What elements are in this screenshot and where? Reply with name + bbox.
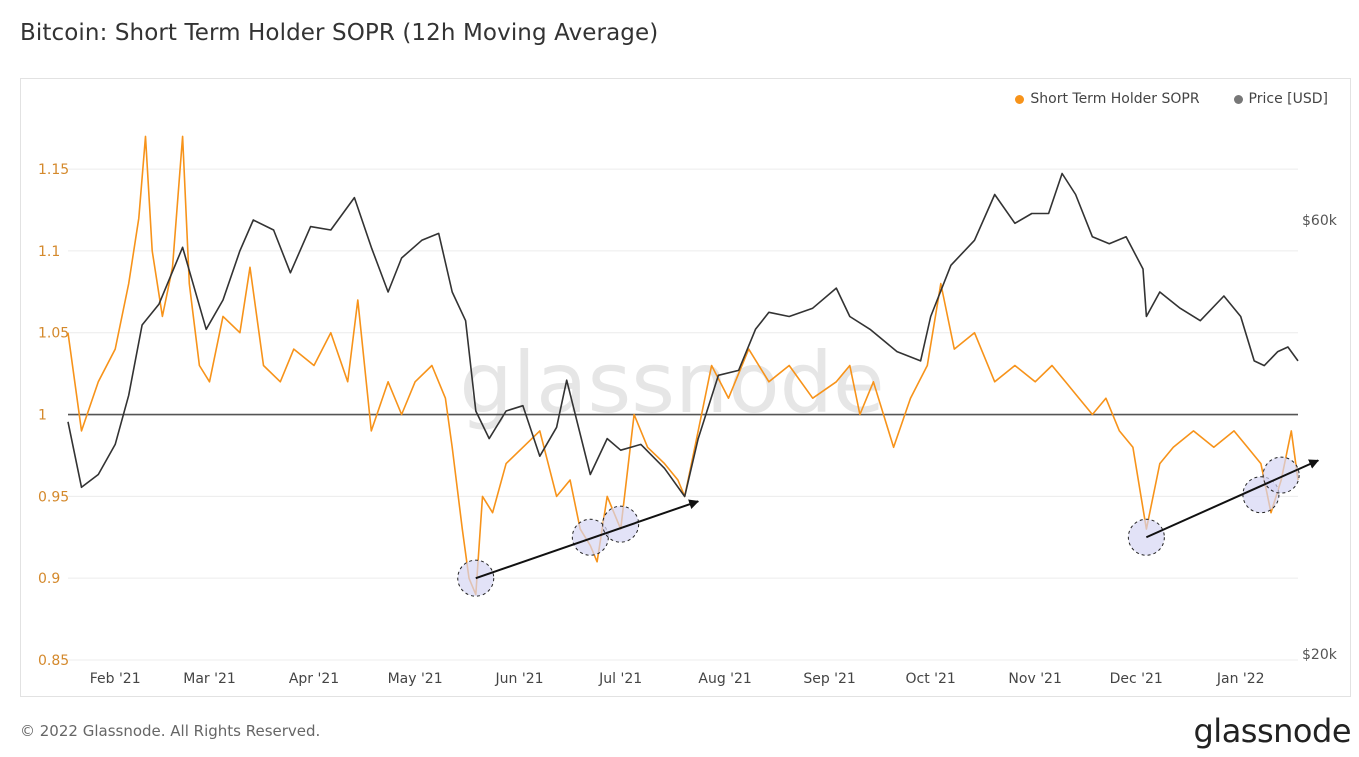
x-tick-label: Jan '22 <box>1216 671 1265 687</box>
chart-panel: Short Term Holder SOPR Price [USD] <box>20 78 1351 697</box>
x-tick-label: Dec '21 <box>1110 671 1163 687</box>
y-right-tick-label: $60k <box>1302 213 1338 229</box>
x-tick-label: Feb '21 <box>90 671 141 687</box>
x-tick-label: Jul '21 <box>598 671 642 687</box>
legend-item-sopr[interactable]: Short Term Holder SOPR <box>1015 91 1200 107</box>
y-left-tick-label: 0.9 <box>38 571 60 587</box>
legend-item-price[interactable]: Price [USD] <box>1233 91 1328 107</box>
axes-group: 0.85 0.9 0.95 1 1.05 1.1 1.15 $20k $60k Feb '21 Ma… <box>38 162 1338 687</box>
x-tick-label: Mar '21 <box>183 671 236 687</box>
y-left-tick-label: 1.15 <box>38 162 69 178</box>
y-left-tick-label: 1 <box>38 408 47 424</box>
chart-title: Bitcoin: Short Term Holder SOPR (12h Mov… <box>20 20 659 46</box>
x-tick-label: Oct '21 <box>906 671 956 687</box>
legend-label-sopr: Short Term Holder SOPR <box>1030 91 1200 107</box>
footer-copyright: © 2022 Glassnode. All Rights Reserved. <box>20 722 321 740</box>
price-line <box>67 172 1299 498</box>
watermark: glassnode <box>459 334 884 432</box>
y-right-tick-label: $20k <box>1302 647 1338 663</box>
x-tick-label: Aug '21 <box>698 671 751 687</box>
x-tick-label: Sep '21 <box>803 671 856 687</box>
footer-logo: glassnode <box>1193 712 1351 750</box>
y-left-tick-label: 0.85 <box>38 653 69 669</box>
annotations-group <box>457 456 1320 597</box>
annotation-arrow <box>475 499 700 580</box>
x-tick-label: Nov '21 <box>1008 671 1061 687</box>
legend-label-price: Price [USD] <box>1248 91 1328 107</box>
annotation-arrow <box>1145 459 1320 539</box>
legend-dot-price <box>1233 94 1243 104</box>
annotation-circle <box>1262 456 1300 494</box>
annotation-circle <box>602 505 640 543</box>
x-tick-label: Jun '21 <box>495 671 544 687</box>
y-left-tick-label: 1.05 <box>38 326 69 342</box>
y-left-tick-label: 0.95 <box>38 489 69 505</box>
x-tick-label: Apr '21 <box>289 671 339 687</box>
y-left-tick-label: 1.1 <box>38 244 60 260</box>
chart-legend: Short Term Holder SOPR Price [USD] <box>1015 91 1328 107</box>
x-tick-label: May '21 <box>388 671 443 687</box>
legend-dot-sopr <box>1015 94 1025 104</box>
